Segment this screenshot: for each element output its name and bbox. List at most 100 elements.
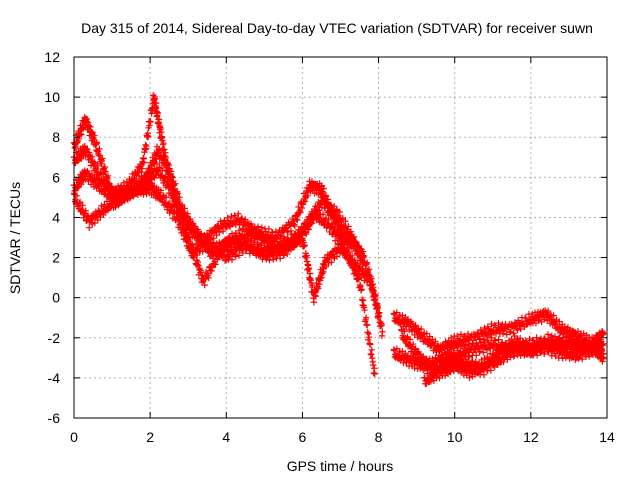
data-point xyxy=(235,227,243,234)
data-point xyxy=(157,147,165,154)
data-point xyxy=(76,130,84,137)
data-point xyxy=(224,214,231,222)
data-point xyxy=(110,204,117,211)
y-tick-label: -2 xyxy=(48,330,61,346)
data-point xyxy=(368,346,375,354)
data-point xyxy=(216,228,223,236)
data-point xyxy=(100,211,107,219)
data-point xyxy=(184,210,191,217)
data-point xyxy=(201,281,208,289)
y-axis-label: SDTVAR / TECUs xyxy=(7,182,23,294)
data-point xyxy=(269,229,276,236)
x-tick-label: 0 xyxy=(70,429,78,445)
data-point xyxy=(83,115,91,123)
data-point xyxy=(365,266,373,273)
x-tick-label: 4 xyxy=(222,429,230,445)
data-point xyxy=(167,168,175,175)
data-point xyxy=(138,165,146,172)
data-point xyxy=(363,259,371,266)
data-point xyxy=(235,210,242,218)
data-point xyxy=(225,222,233,229)
data-point xyxy=(162,173,169,181)
y-tick-label: 2 xyxy=(52,250,60,266)
data-point xyxy=(177,207,185,215)
data-point xyxy=(228,213,235,220)
data-point xyxy=(91,219,99,227)
data-point xyxy=(338,235,345,242)
data-point xyxy=(181,205,188,212)
data-point xyxy=(212,261,219,268)
data-point xyxy=(197,267,205,274)
data-point xyxy=(157,124,164,132)
data-point xyxy=(339,214,346,222)
data-point xyxy=(319,211,327,218)
data-point xyxy=(322,192,330,199)
data-point xyxy=(99,155,106,162)
data-point xyxy=(202,275,209,283)
data-point xyxy=(217,218,224,225)
data-point xyxy=(328,221,335,228)
data-point xyxy=(140,159,148,166)
data-point xyxy=(205,274,212,282)
data-point xyxy=(94,162,101,169)
data-point xyxy=(172,193,179,200)
data-point xyxy=(254,223,262,230)
data-point xyxy=(151,95,159,102)
data-point xyxy=(159,167,166,174)
x-tick-label: 14 xyxy=(599,429,615,445)
data-point xyxy=(320,195,328,202)
y-tick-label: 4 xyxy=(52,209,60,225)
data-point xyxy=(102,168,109,175)
data-point xyxy=(334,230,341,238)
data-point xyxy=(87,123,94,131)
data-point xyxy=(258,224,266,231)
data-point xyxy=(176,208,183,215)
data-point xyxy=(99,171,107,178)
data-point xyxy=(345,223,352,230)
data-point xyxy=(124,196,132,204)
data-point xyxy=(153,99,160,107)
data-point xyxy=(155,116,163,123)
data-point xyxy=(370,361,377,369)
data-point xyxy=(145,133,152,140)
x-tick-label: 10 xyxy=(447,429,463,445)
data-point xyxy=(82,207,89,214)
data-point xyxy=(154,109,161,117)
x-tick-label: 12 xyxy=(523,429,539,445)
data-point xyxy=(78,131,85,138)
data-point xyxy=(365,334,373,341)
data-point xyxy=(143,143,150,150)
y-tick-label: 6 xyxy=(52,169,60,185)
data-point xyxy=(178,201,186,209)
data-point xyxy=(350,233,358,241)
y-tick-label: 0 xyxy=(52,290,60,306)
data-point xyxy=(371,365,378,372)
data-point xyxy=(342,218,349,225)
data-point xyxy=(84,145,91,153)
data-point xyxy=(170,192,178,199)
data-point xyxy=(85,177,92,185)
data-point xyxy=(91,132,98,139)
y-tick-label: 8 xyxy=(52,129,60,145)
data-point xyxy=(93,139,101,146)
data-points xyxy=(70,92,607,388)
data-point xyxy=(94,175,101,182)
y-tick-label: -4 xyxy=(48,370,61,386)
data-point xyxy=(363,322,371,329)
data-point xyxy=(170,181,178,189)
data-point xyxy=(168,173,176,180)
data-point xyxy=(108,189,116,196)
data-point xyxy=(344,244,351,252)
data-point xyxy=(265,225,272,233)
data-point xyxy=(172,180,179,187)
data-point xyxy=(330,202,338,210)
series-track-4 xyxy=(70,180,386,340)
data-point xyxy=(336,208,343,216)
data-point xyxy=(362,314,370,321)
data-point xyxy=(371,370,378,378)
x-axis-label: GPS time / hours xyxy=(287,458,394,474)
data-point xyxy=(79,202,86,209)
data-point xyxy=(290,221,298,228)
data-point xyxy=(297,209,304,216)
